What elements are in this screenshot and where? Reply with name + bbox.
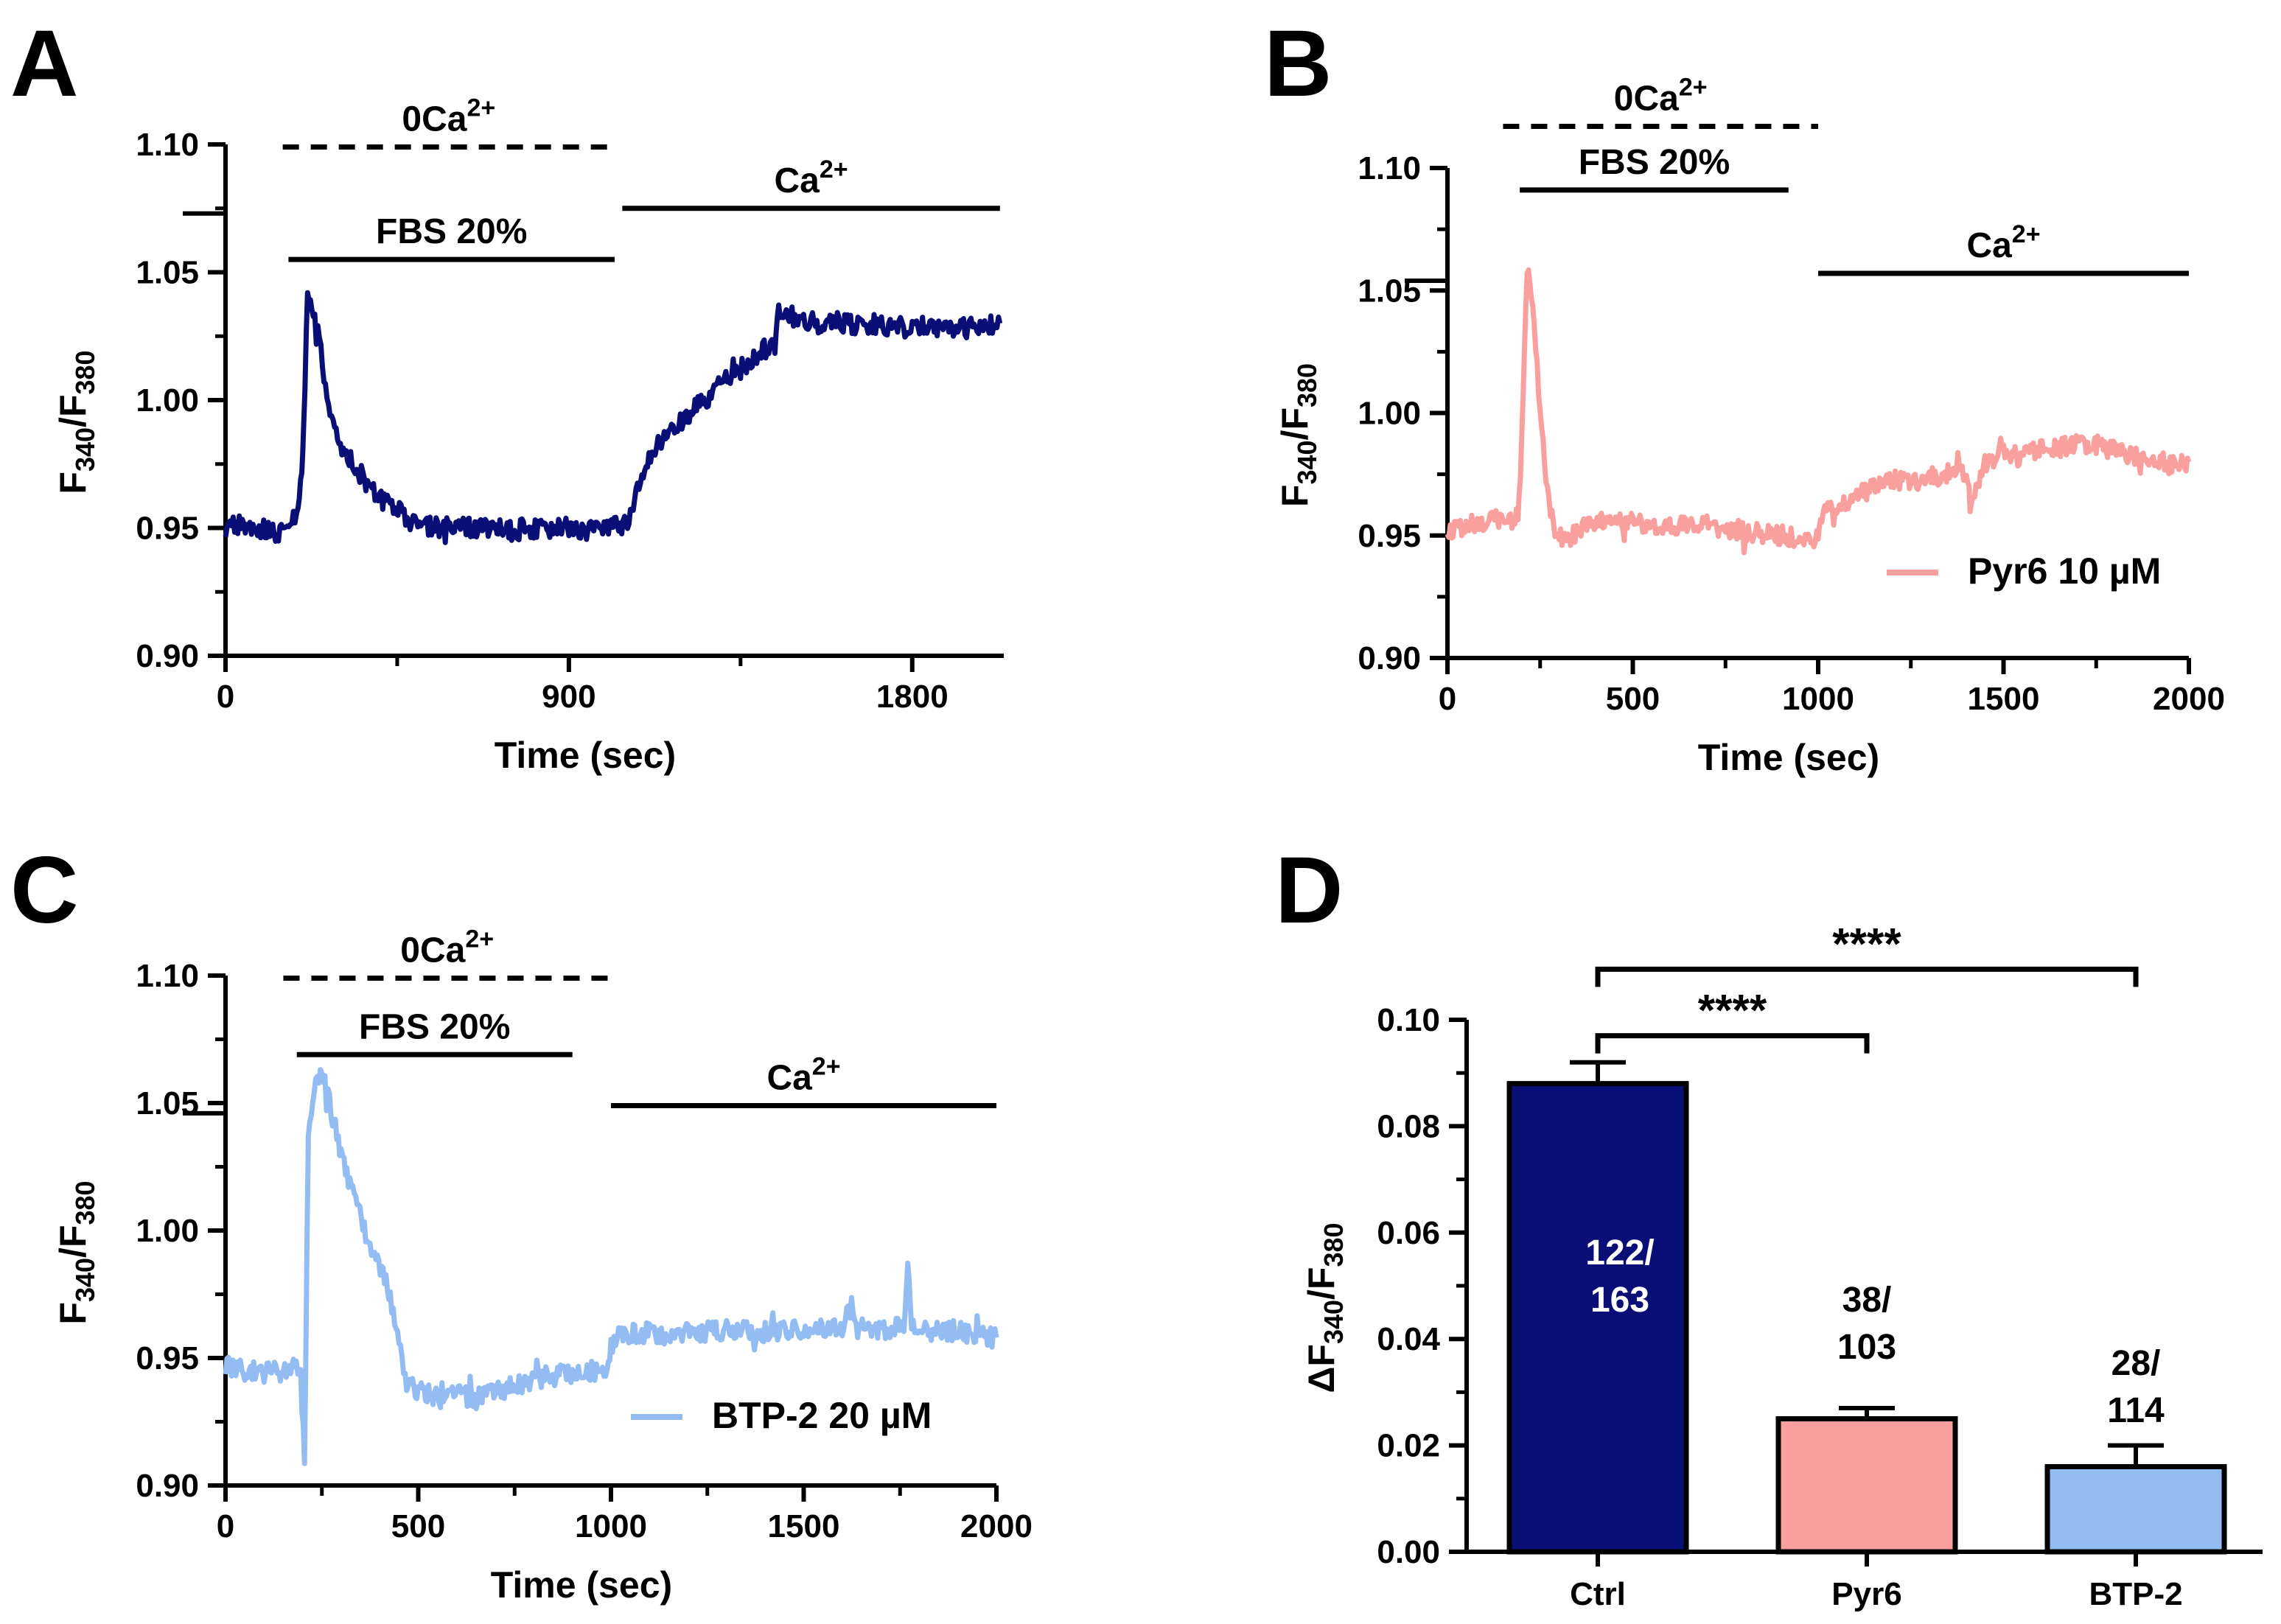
count-top-pyr6: 38/ [1842,1281,1892,1320]
y-tick-label-c: 1.00 [136,1213,199,1249]
fbs-label-a: FBS 20% [376,212,527,251]
significance-bracket-1 [1595,966,2139,987]
x-tick-label-c: 1000 [575,1508,647,1544]
x-tick-label-c: 2000 [960,1508,1033,1544]
x-tick-label-a: 900 [542,679,595,715]
y-tick-label-b: 1.00 [1358,396,1421,432]
x-tick-label-a: 1800 [876,679,949,715]
count-bottom-btp-2: 114 [2107,1391,2165,1430]
y-tick-label-c: 1.10 [136,958,199,994]
x-tick-label-b: 1500 [1968,681,2040,717]
x-tick-label-c: 0 [217,1508,234,1544]
significance-bracket-0 [1595,1033,1870,1054]
x-tick-label-b: 1000 [1782,681,1854,717]
x-tick-label-b: 0 [1439,681,1456,717]
zero-calcium-label-c: 0Ca2+ [400,925,494,970]
panel-letter-c: C [10,838,78,943]
y-tick-label-b: 1.10 [1358,150,1421,186]
y-tick-label-d: 0.00 [1377,1534,1440,1570]
count-bottom-ctrl: 163 [1590,1281,1649,1320]
y-tick-label-b: 1.05 [1358,273,1421,309]
y-tick-label-b: 0.95 [1358,518,1421,554]
y-tick-label-a: 1.00 [136,382,199,419]
y-axis-title-a: F340/F380 [52,350,100,494]
category-label-btp-2: BTP-2 [2089,1576,2182,1612]
trace-a [223,290,1003,545]
x-tick-label-c: 1500 [768,1508,840,1544]
y-tick-label-c: 0.95 [136,1340,199,1376]
y-tick-label-a: 1.10 [136,127,199,163]
y-tick-label-d: 0.10 [1377,1002,1440,1038]
x-axis-title-b: Time (sec) [1698,737,1879,778]
y-tick-label-d: 0.06 [1377,1215,1440,1251]
y-tick-label-b: 0.90 [1358,640,1421,676]
bar-btp-2 [2044,1463,2227,1555]
y-tick-label-d: 0.08 [1377,1108,1440,1144]
x-axis-title-a: Time (sec) [495,735,676,776]
count-bottom-pyr6: 103 [1837,1328,1896,1367]
y-axis-title-b: F340/F380 [1274,363,1322,507]
y-tick-label-a: 0.95 [136,511,199,547]
panel-a: A 0.90 0.95 1.00 1.05 1.10 0 900 1800 Time (sec)… [10,11,1004,776]
calcium-label-b: Ca2+ [1966,220,2040,265]
fbs-label-c: FBS 20% [359,1007,510,1046]
panel-letter-a: A [10,11,78,116]
panel-d: D 0.00 0.02 0.04 0.06 0.08 0.10 ΔF340/F380 Ctrl… [1275,838,2263,1612]
bar-pyr6 [1775,1416,1958,1555]
significance-label-1: **** [1832,919,1901,968]
panel-b: B 0.90 0.95 1.00 1.05 1.10 0 500 1000 1500 2000 Ti… [1264,11,2225,778]
y-tick-label-d: 0.04 [1377,1321,1440,1357]
legend-label-b: Pyr6 10 µM [1968,550,2161,592]
y-axis-title-c: F340/F380 [52,1180,100,1324]
zero-calcium-label-b: 0Ca2+ [1614,73,1708,118]
y-tick-label-a: 1.05 [136,255,199,291]
panel-letter-d: D [1275,838,1343,943]
fbs-label-b: FBS 20% [1579,143,1730,182]
category-label-pyr6: Pyr6 [1831,1576,1901,1612]
x-tick-label-a: 0 [217,679,234,715]
panel-c: C 0.90 0.95 1.00 1.05 1.10 0 500 1000 1500 2000 Ti… [10,838,1033,1606]
x-tick-label-c: 500 [391,1508,445,1544]
trace-b [1445,267,2192,556]
category-label-ctrl: Ctrl [1570,1576,1626,1612]
calcium-label-c: Ca2+ [766,1052,840,1097]
count-top-btp-2: 28/ [2111,1344,2161,1383]
significance-label-0: **** [1698,986,1767,1035]
x-tick-label-b: 2000 [2153,681,2225,717]
legend-label-c: BTP-2 20 µM [712,1395,932,1436]
y-axis-title-d: ΔF340/F380 [1301,1222,1349,1393]
y-tick-label-c: 0.90 [136,1468,199,1504]
trace-c [223,1067,999,1466]
panel-letter-b: B [1264,11,1332,116]
count-top-ctrl: 122/ [1585,1233,1654,1273]
y-tick-label-a: 0.90 [136,638,199,674]
x-axis-title-c: Time (sec) [491,1564,672,1606]
calcium-label-a: Ca2+ [775,155,848,200]
y-tick-label-d: 0.02 [1377,1428,1440,1464]
y-tick-label-c: 1.05 [136,1085,199,1121]
zero-calcium-label-a: 0Ca2+ [402,94,495,139]
x-tick-label-b: 500 [1606,681,1660,717]
